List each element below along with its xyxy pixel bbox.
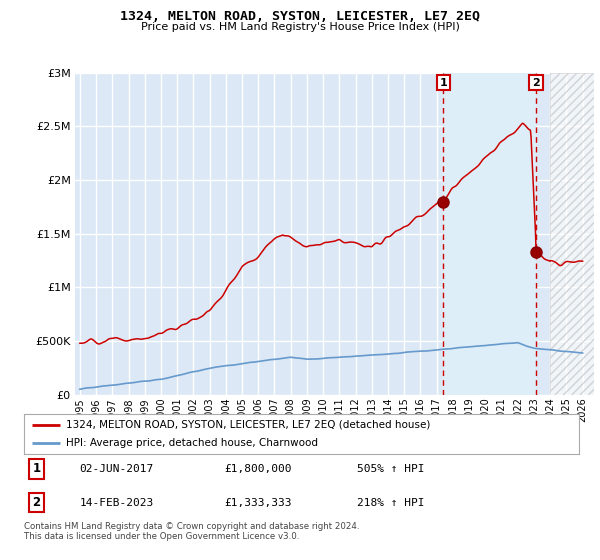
Text: 1: 1 (32, 462, 40, 475)
Text: 14-FEB-2023: 14-FEB-2023 (79, 498, 154, 507)
Text: £1,800,000: £1,800,000 (224, 464, 291, 474)
Text: 02-JUN-2017: 02-JUN-2017 (79, 464, 154, 474)
Bar (550, 73, 594, 395)
Text: 1: 1 (440, 78, 448, 87)
Text: £1,333,333: £1,333,333 (224, 498, 291, 507)
Text: HPI: Average price, detached house, Charnwood: HPI: Average price, detached house, Char… (65, 438, 317, 448)
Text: Price paid vs. HM Land Registry's House Price Index (HPI): Price paid vs. HM Land Registry's House … (140, 22, 460, 32)
Text: 218% ↑ HPI: 218% ↑ HPI (357, 498, 425, 507)
Text: 1324, MELTON ROAD, SYSTON, LEICESTER, LE7 2EQ (detached house): 1324, MELTON ROAD, SYSTON, LEICESTER, LE… (65, 420, 430, 430)
Bar (443, 73, 536, 395)
Text: 2: 2 (532, 78, 540, 87)
Text: Contains HM Land Registry data © Crown copyright and database right 2024.
This d: Contains HM Land Registry data © Crown c… (24, 522, 359, 542)
Text: 505% ↑ HPI: 505% ↑ HPI (357, 464, 425, 474)
Text: 1324, MELTON ROAD, SYSTON, LEICESTER, LE7 2EQ: 1324, MELTON ROAD, SYSTON, LEICESTER, LE… (120, 10, 480, 23)
Text: 2: 2 (32, 496, 40, 509)
